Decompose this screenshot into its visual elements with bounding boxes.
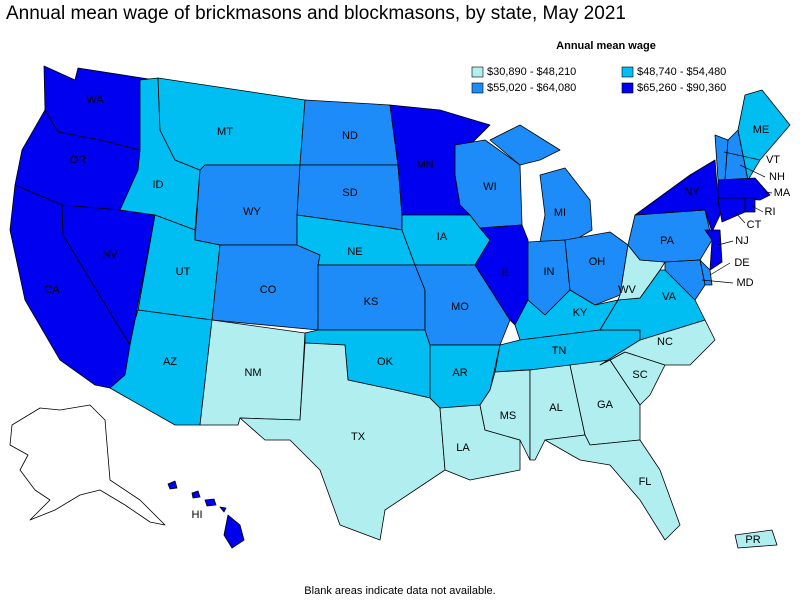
state-label: VT bbox=[766, 154, 780, 166]
state-label: NV bbox=[102, 249, 118, 261]
map-title: Annual mean wage of brickmasons and bloc… bbox=[6, 3, 626, 24]
state-label: IN bbox=[544, 266, 555, 278]
footnote: Blank areas indicate data not available. bbox=[304, 585, 495, 597]
state-label: CT bbox=[747, 219, 762, 231]
state-label: ID bbox=[153, 179, 164, 191]
legend-swatch bbox=[621, 66, 634, 78]
state-label: WA bbox=[86, 94, 104, 106]
legend: $30,890 - $48,210 $48,740 - $54,480 $55,02… bbox=[471, 66, 726, 94]
state-label: TX bbox=[351, 431, 366, 443]
state-label: SD bbox=[342, 187, 357, 199]
state-label: MI bbox=[554, 207, 566, 219]
legend-swatch bbox=[471, 66, 484, 78]
state-label: PR bbox=[745, 534, 760, 546]
state-label: MO bbox=[451, 301, 469, 313]
state-label: AZ bbox=[163, 356, 177, 368]
state-label: NE bbox=[347, 246, 362, 258]
state-label: SC bbox=[632, 369, 647, 381]
leader-line bbox=[764, 191, 773, 194]
state-label: KS bbox=[364, 296, 379, 308]
state-label: MA bbox=[774, 187, 791, 199]
state-label: CA bbox=[44, 284, 60, 296]
state-label: IL bbox=[501, 267, 510, 279]
state-label: OK bbox=[377, 356, 394, 368]
state-shape bbox=[704, 229, 723, 271]
state-label: WV bbox=[618, 284, 636, 296]
leader-line bbox=[751, 205, 764, 213]
states bbox=[9, 65, 791, 549]
state-shape bbox=[664, 259, 706, 301]
state-shape bbox=[744, 197, 756, 213]
state-label: MS bbox=[500, 410, 517, 422]
leader-line bbox=[709, 262, 731, 276]
state-shape bbox=[157, 77, 306, 171]
state-no-data bbox=[9, 404, 166, 526]
state-label: PA bbox=[660, 235, 675, 247]
state-shape bbox=[634, 159, 721, 233]
state-label: UT bbox=[176, 266, 191, 278]
state-label: MT bbox=[217, 126, 233, 138]
state-label: OR bbox=[70, 154, 87, 166]
legend-label: $65,260 - $90,360 bbox=[637, 82, 726, 94]
state-label: KY bbox=[573, 307, 588, 319]
legend-label: $30,890 - $48,210 bbox=[487, 66, 576, 78]
legend-swatch bbox=[471, 82, 484, 94]
leader-line bbox=[734, 211, 746, 224]
state-label: NJ bbox=[735, 235, 748, 247]
state-label: OH bbox=[589, 256, 606, 268]
state-label: IA bbox=[437, 231, 448, 243]
state-label: NM bbox=[244, 367, 261, 379]
state-shape bbox=[734, 529, 778, 549]
state-label: MN bbox=[416, 159, 433, 171]
state-shape bbox=[489, 124, 593, 243]
state-shape bbox=[544, 434, 681, 541]
leader-line bbox=[723, 151, 761, 161]
legend-label: $55,020 - $64,080 bbox=[487, 82, 576, 94]
state-shape bbox=[239, 342, 446, 541]
legend-title: Annual mean wage bbox=[556, 40, 656, 52]
leader-line bbox=[739, 164, 766, 178]
legend-swatch bbox=[621, 82, 634, 94]
state-label: FL bbox=[639, 476, 652, 488]
state-shape bbox=[167, 480, 245, 549]
state-label: VA bbox=[662, 291, 677, 303]
state-label: HI bbox=[192, 509, 203, 521]
leader-line bbox=[701, 279, 734, 284]
state-label: TN bbox=[552, 345, 567, 357]
state-label: NY bbox=[684, 186, 700, 198]
state-label: MD bbox=[736, 277, 753, 289]
state-label: ND bbox=[342, 130, 358, 142]
state-label: ME bbox=[753, 124, 770, 136]
state-label: WY bbox=[243, 206, 261, 218]
state-label: GA bbox=[597, 399, 614, 411]
state-label: WI bbox=[483, 181, 496, 193]
legend-label: $48,740 - $54,480 bbox=[637, 66, 726, 78]
state-label: AR bbox=[452, 367, 467, 379]
state-label: LA bbox=[456, 442, 470, 454]
state-label: NH bbox=[769, 171, 785, 183]
leader-line bbox=[717, 240, 734, 246]
leader-lines bbox=[701, 151, 773, 284]
state-label: NC bbox=[657, 336, 673, 348]
state-shape bbox=[717, 177, 771, 201]
state-label: DE bbox=[734, 257, 749, 269]
state-label: RI bbox=[765, 206, 776, 218]
state-label: AL bbox=[549, 402, 562, 414]
state-label: CO bbox=[260, 284, 277, 296]
